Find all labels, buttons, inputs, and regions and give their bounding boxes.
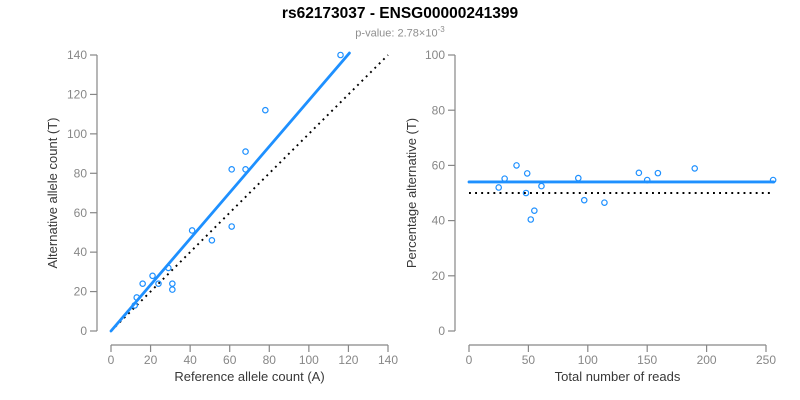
data-point [501, 175, 508, 182]
right-scatter-panel: 0 20 40 60 80 100 0 50 100 150 200 250 Total number … [404, 48, 777, 384]
reference-dotted-line [110, 54, 389, 332]
x-tick-label: 60 [223, 353, 237, 367]
y-tick-label: 40 [432, 214, 446, 228]
data-point [495, 184, 503, 191]
data-point [769, 176, 777, 184]
data-point [133, 294, 141, 301]
data-point [601, 199, 608, 206]
x-axis-title: Total number of reads [555, 369, 681, 384]
data-points [131, 51, 344, 309]
fit-line [109, 51, 351, 333]
data-point [580, 196, 588, 204]
x-tick-label: 150 [637, 353, 657, 367]
y-tick-label: 100 [67, 127, 87, 141]
data-point [654, 169, 662, 177]
data-point [131, 302, 139, 309]
data-point [691, 165, 699, 172]
data-point [635, 169, 643, 177]
x-tick-label: 40 [183, 353, 197, 367]
data-point [169, 286, 176, 293]
y-tick-label: 60 [432, 158, 446, 172]
data-point [513, 162, 520, 169]
y-tick-label: 40 [74, 245, 88, 259]
y-axis-title: Alternative allele count (T) [45, 117, 60, 268]
y-tick-label: 20 [74, 285, 88, 299]
x-tick-label: 250 [756, 353, 776, 367]
x-tick-label: 100 [299, 353, 319, 367]
x-tick-label: 100 [578, 353, 598, 367]
x-tick-label: 80 [263, 353, 277, 367]
y-tick-label: 140 [67, 48, 87, 62]
y-axis: 0 20 40 60 80 100 120 140 [67, 48, 98, 338]
x-tick-label: 200 [697, 353, 717, 367]
x-axis: 0 50 100 150 200 250 [466, 344, 776, 367]
x-tick-label: 120 [338, 353, 358, 367]
data-point [242, 148, 249, 155]
data-point [242, 166, 249, 173]
y-tick-label: 80 [74, 166, 88, 180]
x-axis-title: Reference allele count (A) [174, 369, 324, 384]
x-tick-label: 0 [466, 353, 473, 367]
y-axis: 0 20 40 60 80 100 [425, 48, 456, 338]
x-tick-label: 20 [144, 353, 158, 367]
data-point [139, 280, 146, 287]
y-tick-label: 100 [425, 48, 445, 62]
data-point [522, 189, 530, 197]
data-point [527, 216, 535, 223]
y-tick-label: 60 [74, 206, 88, 220]
x-axis: 0 20 40 60 80 100 120 140 [108, 344, 398, 367]
y-tick-label: 120 [67, 88, 87, 102]
left-scatter-panel: 0 20 40 60 80 100 120 140 0 20 40 60 80 100 120 140 Refe… [45, 48, 398, 384]
data-point [531, 207, 538, 214]
data-point [165, 264, 172, 272]
data-points [495, 162, 777, 223]
data-point [188, 227, 196, 234]
figure-subtitle: p-value: 2.78×10-3 [0, 25, 800, 40]
y-axis-title: Percentage alternative (T) [404, 118, 419, 268]
data-point [208, 237, 216, 244]
y-tick-label: 20 [432, 269, 446, 283]
y-tick-label: 0 [80, 324, 87, 338]
data-point [643, 176, 651, 184]
y-tick-label: 80 [432, 103, 446, 117]
data-point [337, 51, 344, 59]
x-tick-label: 140 [378, 353, 398, 367]
figure-title: rs62173037 - ENSG00000241399 [281, 5, 519, 22]
x-tick-label: 50 [522, 353, 536, 367]
data-point [262, 106, 269, 114]
data-point [228, 166, 235, 173]
data-point [228, 223, 235, 230]
data-point [169, 280, 176, 287]
pvalue-exponent: -3 [437, 25, 445, 34]
data-point [155, 280, 162, 287]
data-point [538, 182, 545, 190]
data-point [574, 174, 582, 182]
x-tick-label: 0 [108, 353, 115, 367]
y-tick-label: 0 [438, 324, 445, 338]
data-point [523, 170, 531, 177]
pvalue-text: p-value: 2.78×10 [355, 27, 438, 40]
data-point [149, 272, 156, 280]
